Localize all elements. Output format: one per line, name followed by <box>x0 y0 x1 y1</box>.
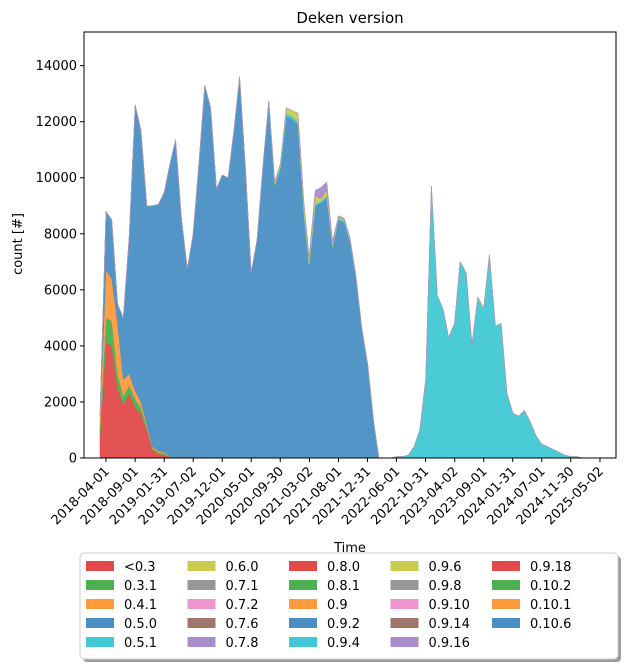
area-series-3 <box>99 76 606 459</box>
legend-swatch-1 <box>86 580 114 590</box>
legend-swatch-6 <box>187 580 216 590</box>
legend-label-9: 0.7.8 <box>226 636 259 651</box>
area-layers <box>99 76 606 459</box>
legend-label-4: 0.5.1 <box>124 636 157 651</box>
svg-text:Deken version: Deken version <box>296 9 403 27</box>
legend-box <box>79 552 619 660</box>
y-tick-label-6: 12000 <box>36 115 77 130</box>
legend-label-13: 0.9.2 <box>327 617 360 632</box>
y-axis-label: count [#] <box>11 213 26 275</box>
axes: 020004000600080001000012000140002018-04-… <box>36 31 617 528</box>
legend-label-6: 0.7.1 <box>226 579 259 594</box>
legend-swatch-21 <box>492 580 520 590</box>
legend-swatch-2 <box>86 599 114 609</box>
legend-swatch-16 <box>390 580 419 590</box>
y-tick-label-1: 2000 <box>44 395 77 410</box>
legend-label-3: 0.5.0 <box>124 617 157 632</box>
legend-label-0: <0.3 <box>124 560 156 575</box>
y-tick-label-3: 6000 <box>44 283 77 298</box>
legend-label-5: 0.6.0 <box>226 560 259 575</box>
legend-label-22: 0.10.1 <box>530 598 571 613</box>
legend-label-15: 0.9.6 <box>429 560 462 575</box>
legend-swatch-23 <box>492 618 520 628</box>
y-tick-label-2: 4000 <box>44 339 77 354</box>
legend-swatch-15 <box>390 561 419 571</box>
chart-title: Deken version <box>296 9 403 27</box>
legend-swatch-10 <box>289 561 317 571</box>
legend-swatch-20 <box>492 561 520 571</box>
legend-label-16: 0.9.8 <box>429 579 462 594</box>
legend-swatch-7 <box>187 599 216 609</box>
legend-swatch-12 <box>289 599 317 609</box>
area-series-9 <box>99 76 606 459</box>
legend-label-1: 0.3.1 <box>124 579 157 594</box>
y-tick-label-5: 10000 <box>36 171 77 186</box>
x-axis-label: Time <box>333 541 366 556</box>
legend-label-14: 0.9.4 <box>327 636 360 651</box>
legend-label-2: 0.4.1 <box>124 598 157 613</box>
y-tick-label-0: 0 <box>69 452 77 467</box>
legend-swatch-3 <box>86 618 114 628</box>
y-tick-label-4: 8000 <box>44 227 77 242</box>
legend-label-8: 0.7.6 <box>226 617 259 632</box>
y-tick-label-7: 14000 <box>36 59 77 74</box>
legend-swatch-17 <box>390 599 419 609</box>
legend-swatch-22 <box>492 599 520 609</box>
legend-label-21: 0.10.2 <box>530 579 571 594</box>
legend-label-17: 0.9.10 <box>429 598 470 613</box>
plot-frame <box>83 31 617 459</box>
legend-label-18: 0.9.14 <box>429 617 470 632</box>
legend-swatch-8 <box>187 618 216 628</box>
legend-swatch-18 <box>390 618 419 628</box>
legend: <0.3 0.3.1 0.4.1 0.5.0 0.5.1 0.6.0 0.7.1 0.7.2 0… <box>79 552 621 662</box>
legend-swatch-11 <box>289 580 317 590</box>
legend-swatch-14 <box>289 637 317 647</box>
legend-label-20: 0.9.18 <box>530 560 571 575</box>
legend-label-11: 0.8.1 <box>327 579 360 594</box>
legend-label-19: 0.9.16 <box>429 636 470 651</box>
legend-swatch-19 <box>390 637 419 647</box>
legend-label-10: 0.8.0 <box>327 560 360 575</box>
legend-swatch-5 <box>187 561 216 571</box>
legend-swatch-13 <box>289 618 317 628</box>
legend-swatch-0 <box>86 561 114 571</box>
legend-label-12: 0.9 <box>327 598 348 613</box>
legend-label-7: 0.7.2 <box>226 598 259 613</box>
legend-swatch-4 <box>86 637 114 647</box>
legend-label-23: 0.10.6 <box>530 617 571 632</box>
legend-swatch-9 <box>187 637 216 647</box>
